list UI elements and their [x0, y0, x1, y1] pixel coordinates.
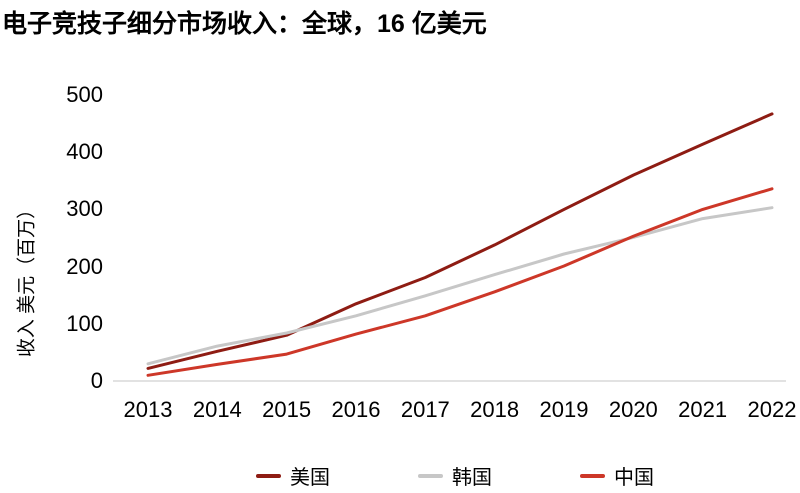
legend-item-china[interactable]: 中国 — [580, 461, 654, 490]
legend-label-china: 中国 — [614, 467, 654, 489]
y-tick-label-100: 100 — [66, 310, 103, 336]
x-tick-label-2014: 2014 — [192, 397, 242, 422]
y-tick-label-400: 400 — [66, 139, 103, 165]
series-line-south-korea — [146, 206, 774, 366]
legend-item-usa[interactable]: 美国 — [256, 461, 330, 490]
x-tick-label-2022: 2022 — [747, 397, 797, 422]
x-tick-label-2021: 2021 — [678, 397, 728, 422]
series-line-usa — [146, 112, 774, 370]
y-tick-label-500: 500 — [66, 82, 103, 107]
legend-swatch-usa — [256, 473, 281, 478]
x-tick-label-2017: 2017 — [400, 397, 450, 422]
legend-item-south-korea[interactable]: 韩国 — [418, 461, 492, 490]
x-tick-label-2018: 2018 — [470, 397, 520, 422]
chart-title: 电子竞技子细分市场收入：全球，16 亿美元 — [2, 10, 487, 38]
y-tick-label-0: 0 — [90, 368, 103, 393]
legend-label-usa: 美国 — [290, 467, 330, 489]
legend-label-south-korea: 韩国 — [452, 467, 492, 489]
legend: 美国 韩国 中国 — [256, 461, 654, 490]
series-line-china — [146, 187, 774, 377]
x-tick-label-2020: 2020 — [608, 397, 658, 422]
legend-swatch-china — [580, 473, 605, 478]
x-tick-label-2016: 2016 — [331, 397, 381, 422]
x-tick-label-2019: 2019 — [539, 397, 589, 422]
y-tick-label-200: 200 — [66, 253, 103, 279]
x-tick-label-2013: 2013 — [123, 397, 173, 422]
x-tick-label-2015: 2015 — [262, 397, 312, 422]
y-tick-label-300: 300 — [66, 196, 103, 222]
legend-swatch-south-korea — [418, 473, 443, 478]
